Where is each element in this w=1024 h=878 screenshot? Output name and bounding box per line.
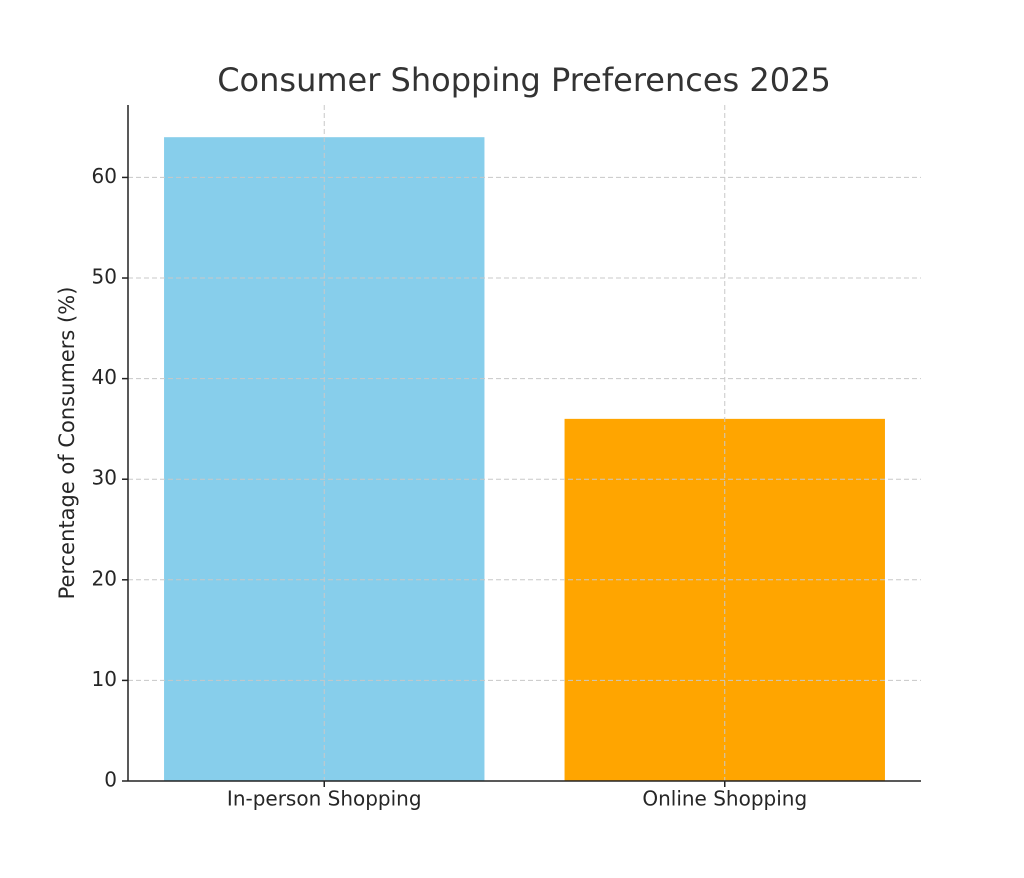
x-tick-label: In-person Shopping bbox=[227, 787, 422, 811]
x-tick-label: Online Shopping bbox=[642, 787, 807, 811]
y-tick-label: 20 bbox=[92, 566, 117, 590]
y-tick-label: 30 bbox=[92, 466, 117, 490]
y-tick-label: 0 bbox=[104, 768, 117, 792]
chart-title: Consumer Shopping Preferences 2025 bbox=[217, 61, 831, 99]
y-axis-label: Percentage of Consumers (%) bbox=[55, 287, 79, 600]
y-tick-label: 40 bbox=[92, 365, 117, 389]
y-tick-label: 10 bbox=[92, 667, 117, 691]
y-tick-label: 60 bbox=[92, 164, 117, 188]
y-tick-label: 50 bbox=[92, 265, 117, 289]
